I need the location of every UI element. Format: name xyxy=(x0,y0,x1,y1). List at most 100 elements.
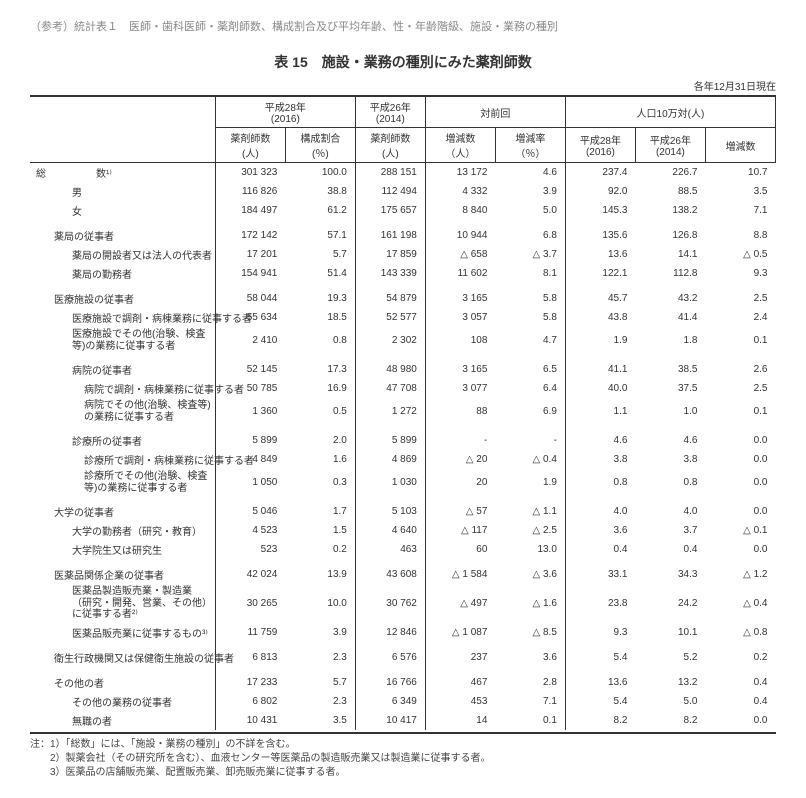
header-count-2016: 薬剤師数 (人) xyxy=(215,128,285,163)
row-label: 医薬品販売業に従事するもの³⁾ xyxy=(30,623,215,642)
row-value: 0.0 xyxy=(705,431,775,450)
row-value: 100.0 xyxy=(285,163,355,183)
row-value: 143 339 xyxy=(355,264,425,283)
row-value: 1 272 xyxy=(355,398,425,425)
table-row: その他の業務の従事者6 8022.36 3494537.15.45.00.4 xyxy=(30,692,776,711)
row-value: 41.4 xyxy=(635,308,705,327)
row-value: 288 151 xyxy=(355,163,425,183)
row-value: 2.6 xyxy=(705,360,775,379)
table-row: 診療所でその他(治験、検査等)の業務に従事する者1 0500.31 030201… xyxy=(30,469,776,496)
row-value: 4 523 xyxy=(215,521,285,540)
row-value: 6 349 xyxy=(355,692,425,711)
row-value: 5.2 xyxy=(635,648,705,667)
row-value: 57.1 xyxy=(285,226,355,245)
row-value: 172 142 xyxy=(215,226,285,245)
row-value: 0.1 xyxy=(495,711,565,730)
row-value: 10 417 xyxy=(355,711,425,730)
row-value: 0.4 xyxy=(635,540,705,559)
row-value: 5.7 xyxy=(285,673,355,692)
row-value: 18.5 xyxy=(285,308,355,327)
row-label: 薬局の開設者又は法人の代表者 xyxy=(30,245,215,264)
row-value: △ 0.4 xyxy=(705,584,775,623)
row-value: 8 840 xyxy=(425,201,495,220)
row-value: △ 3.7 xyxy=(495,245,565,264)
header-count-2014: 薬剤師数 (人) xyxy=(355,128,425,163)
row-value: 6.9 xyxy=(495,398,565,425)
row-value: 2.5 xyxy=(705,379,775,398)
row-label: その他の者 xyxy=(30,673,215,692)
row-value: 0.1 xyxy=(705,398,775,425)
row-label: 病院の従事者 xyxy=(30,360,215,379)
row-value: 135.6 xyxy=(565,226,635,245)
row-value: 5.7 xyxy=(285,245,355,264)
row-value: 0.1 xyxy=(705,327,775,354)
row-value: 0.8 xyxy=(635,469,705,496)
row-value: 42 024 xyxy=(215,565,285,584)
row-value: 145.3 xyxy=(565,201,635,220)
row-value: 5 899 xyxy=(355,431,425,450)
table-row: 病院でその他(治験、検査等)の業務に従事する者1 3600.51 272886.… xyxy=(30,398,776,425)
table-header: 平成28年 (2016) 平成26年 (2014) 対前回 人口10万対(人) … xyxy=(30,96,776,163)
date-note: 各年12月31日現在 xyxy=(30,78,776,93)
row-value: 52 577 xyxy=(355,308,425,327)
table-row: 薬局の従事者172 14257.1161 19810 9446.8135.612… xyxy=(30,226,776,245)
row-value: △ 1 087 xyxy=(425,623,495,642)
row-label: 診療所の従事者 xyxy=(30,431,215,450)
row-label: 大学院生又は研究生 xyxy=(30,540,215,559)
row-value: 40.0 xyxy=(565,379,635,398)
row-value: 453 xyxy=(425,692,495,711)
table-title: 表 15 施設・業務の種別にみた薬剤師数 xyxy=(30,52,776,72)
footnotes: 注：1）「総数」には、「施設・業務の種別」の不詳を含む。 2）製薬会社（その研究… xyxy=(30,738,776,780)
row-value: 8.2 xyxy=(565,711,635,730)
row-label: その他の業務の従事者 xyxy=(30,692,215,711)
row-value: 2 302 xyxy=(355,327,425,354)
row-value: 38.8 xyxy=(285,182,355,201)
row-value: △ 57 xyxy=(425,502,495,521)
row-value: 43.2 xyxy=(635,289,705,308)
row-label: 医薬品製造販売業・製造業（研究・開発、営業、その他）に従事する者²⁾ xyxy=(30,584,215,623)
table-row: 医療施設でその他(治験、検査等)の業務に従事する者2 4100.82 30210… xyxy=(30,327,776,354)
row-value: 3.9 xyxy=(495,182,565,201)
row-label: 大学の勤務者（研究・教育） xyxy=(30,521,215,540)
table-row: 医薬品関係企業の従事者42 02413.943 608△ 1 584△ 3.63… xyxy=(30,565,776,584)
row-value: 108 xyxy=(425,327,495,354)
row-value: 5.0 xyxy=(635,692,705,711)
row-value: 19.3 xyxy=(285,289,355,308)
row-value: 13.9 xyxy=(285,565,355,584)
row-value: 47 708 xyxy=(355,379,425,398)
row-value: 0.2 xyxy=(705,648,775,667)
table-row: 大学の従事者5 0461.75 103△ 57△ 1.14.04.00.0 xyxy=(30,502,776,521)
row-value: 3.8 xyxy=(635,450,705,469)
row-value: 0.0 xyxy=(705,540,775,559)
table-row: 医薬品製造販売業・製造業（研究・開発、営業、その他）に従事する者²⁾30 265… xyxy=(30,584,776,623)
row-value: 3 057 xyxy=(425,308,495,327)
table-row: 医薬品販売業に従事するもの³⁾11 7593.912 846△ 1 087△ 8… xyxy=(30,623,776,642)
row-value: 7.1 xyxy=(705,201,775,220)
row-value: 175 657 xyxy=(355,201,425,220)
row-value: △ 658 xyxy=(425,245,495,264)
row-value: 13.2 xyxy=(635,673,705,692)
row-value: 0.0 xyxy=(705,711,775,730)
row-value: 237.4 xyxy=(565,163,635,183)
row-value: 2.8 xyxy=(495,673,565,692)
row-value: 10.1 xyxy=(635,623,705,642)
row-value: 10.0 xyxy=(285,584,355,623)
row-value: - xyxy=(495,431,565,450)
row-label: 医療施設でその他(治験、検査等)の業務に従事する者 xyxy=(30,327,215,354)
row-value: 52 145 xyxy=(215,360,285,379)
row-value: 33.1 xyxy=(565,565,635,584)
row-value: 11 759 xyxy=(215,623,285,642)
row-value: 122.1 xyxy=(565,264,635,283)
row-value: 0.8 xyxy=(565,469,635,496)
row-value: 10 431 xyxy=(215,711,285,730)
row-value: 2 410 xyxy=(215,327,285,354)
row-value: △ 2.5 xyxy=(495,521,565,540)
row-value: 9.3 xyxy=(705,264,775,283)
row-value: 0.0 xyxy=(705,450,775,469)
row-value: 5.0 xyxy=(495,201,565,220)
header-per100k-diff: 増減数 xyxy=(705,128,775,163)
table-row: 男116 82638.8112 4944 3323.992.088.53.5 xyxy=(30,182,776,201)
row-value: 0.4 xyxy=(565,540,635,559)
row-value: 3.6 xyxy=(565,521,635,540)
row-value: 4 332 xyxy=(425,182,495,201)
